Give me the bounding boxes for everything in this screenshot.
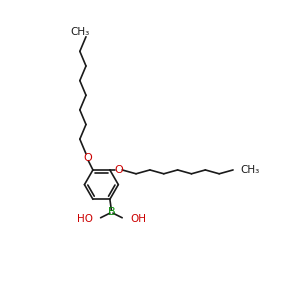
Text: OH: OH [130,214,146,224]
Text: HO: HO [77,214,93,224]
Text: B: B [108,207,115,218]
Text: O: O [83,153,92,163]
Text: O: O [114,165,123,175]
Text: CH₃: CH₃ [241,165,260,175]
Text: CH₃: CH₃ [70,27,89,37]
